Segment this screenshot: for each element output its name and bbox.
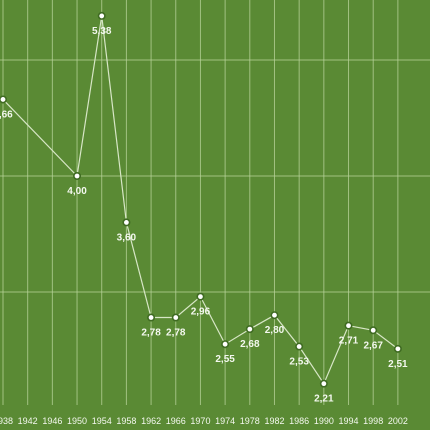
data-label-1974: 2,55 <box>215 354 235 365</box>
data-point-1966 <box>171 313 180 322</box>
x-tick-label-1978: 1978 <box>240 416 260 426</box>
data-point-1974 <box>221 340 230 349</box>
data-label-1954: 5,38 <box>92 26 112 37</box>
data-label-1938: 4,66 <box>0 109 13 120</box>
data-point-1986 <box>295 342 304 351</box>
data-label-1978: 2,68 <box>240 339 260 350</box>
x-tick-label-1974: 1974 <box>215 416 235 426</box>
data-point-1982 <box>270 311 279 320</box>
data-point-1990 <box>319 379 328 388</box>
data-label-1966: 2,78 <box>166 328 186 339</box>
data-label-1986: 2,53 <box>289 357 309 368</box>
data-point-1962 <box>147 313 156 322</box>
x-tick-label-1954: 1954 <box>92 416 112 426</box>
data-point-1978 <box>245 325 254 334</box>
x-tick-label-1990: 1990 <box>314 416 334 426</box>
data-label-1962: 2,78 <box>141 328 161 339</box>
x-tick-label-1998: 1998 <box>363 416 383 426</box>
data-point-1970 <box>196 292 205 301</box>
data-label-1950: 4,00 <box>67 186 87 197</box>
data-label-2002: 2,51 <box>388 359 408 370</box>
data-point-1998 <box>369 326 378 335</box>
x-tick-label-2002: 2002 <box>388 416 408 426</box>
x-tick-label-1958: 1958 <box>116 416 136 426</box>
data-label-1970: 2,96 <box>191 307 211 318</box>
x-tick-label-1986: 1986 <box>289 416 309 426</box>
x-tick-label-1950: 1950 <box>67 416 87 426</box>
data-point-1950 <box>73 172 82 181</box>
x-tick-label-1970: 1970 <box>190 416 210 426</box>
data-label-1958: 3,60 <box>117 232 137 243</box>
x-tick-label-1946: 1946 <box>42 416 62 426</box>
chart-grid <box>0 0 430 405</box>
data-label-1998: 2,67 <box>363 340 383 351</box>
data-label-1990: 2,21 <box>314 394 334 405</box>
x-tick-label-1994: 1994 <box>339 416 359 426</box>
x-tick-label-1942: 1942 <box>18 416 38 426</box>
data-label-1982: 2,80 <box>265 325 285 336</box>
data-point-1938 <box>0 95 7 104</box>
x-tick-label-1962: 1962 <box>141 416 161 426</box>
chart-series: 4,66 4,00 5,38 3,60 2,78 2,78 2,96 2,55 2,68 2,80… <box>0 11 408 405</box>
data-point-1994 <box>344 321 353 330</box>
data-label-1994: 2,71 <box>339 336 359 347</box>
x-tick-label-1966: 1966 <box>166 416 186 426</box>
data-point-1958 <box>122 218 131 227</box>
data-point-1954 <box>97 11 106 20</box>
data-point-2002 <box>393 344 402 353</box>
x-tick-label-1982: 1982 <box>264 416 284 426</box>
